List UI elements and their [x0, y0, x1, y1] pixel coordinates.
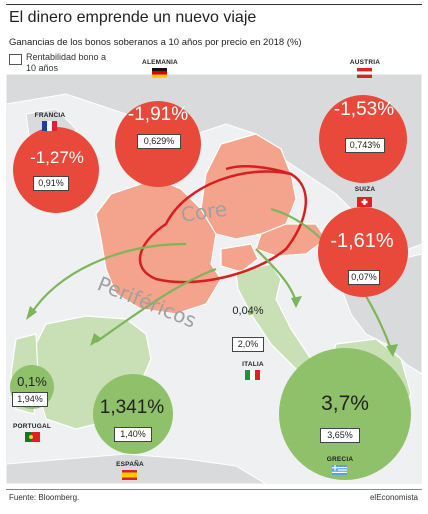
bubble-italia: [248, 311, 252, 315]
arrowheads: [26, 296, 398, 357]
label-suiza: Suiza: [354, 186, 376, 193]
flag-francia-icon: [42, 121, 57, 131]
flag-portugal-icon: [25, 432, 40, 442]
arrowhead-greece: [386, 344, 398, 357]
label-italia: Italia: [242, 361, 264, 368]
yield-austria: 0,743%: [345, 138, 385, 153]
flag-alemania-icon: [152, 68, 167, 78]
flag-suiza-icon: [357, 197, 372, 207]
arrow-to-spain: [95, 267, 217, 343]
label-espana: España: [116, 461, 144, 468]
arrow-to-portugal: [30, 242, 187, 315]
yield-francia: 0,91%: [33, 176, 69, 191]
top-rule: [6, 4, 422, 5]
flag-austria-icon: [357, 68, 372, 78]
legend-label: Rentabilidad bono a 10 años: [26, 52, 107, 73]
land-north-africa: [6, 453, 267, 484]
yield-grecia: 3,65%: [320, 428, 360, 443]
arrowhead-portugal: [26, 306, 37, 320]
land-austria: [255, 223, 327, 257]
chart-title: El dinero emprende un nuevo viaje: [9, 9, 257, 26]
label-francia: Francia: [34, 112, 66, 119]
flag-espana-icon: [122, 470, 137, 480]
value-francia: -1,27%: [30, 148, 84, 167]
label-austria: Austria: [349, 59, 381, 66]
value-austria: -1,53%: [333, 99, 395, 120]
arrowhead-italy: [291, 296, 302, 308]
value-alemania: -1,91%: [127, 104, 189, 125]
source-note: Fuente: Bloomberg.: [9, 493, 80, 502]
chart-subtitle: Ganancias de los bonos soberanos a 10 añ…: [9, 37, 302, 48]
bubble-espana: [93, 374, 173, 454]
bubble-francia: [13, 127, 99, 213]
value-grecia: 3,7%: [321, 392, 369, 415]
core-outline: [138, 170, 308, 284]
label-grecia: Grecia: [326, 456, 354, 463]
bottom-rule: [6, 489, 422, 490]
arrow-to-italy: [255, 248, 298, 303]
brand-name: elEconomista: [369, 493, 418, 502]
value-italia: 0,04%: [232, 305, 264, 317]
flag-italia-icon: [245, 370, 260, 380]
yield-suiza: 0,07%: [348, 270, 380, 285]
yield-espana: 1,40%: [114, 427, 152, 442]
label-portugal: Portugal: [12, 423, 52, 430]
value-espana: 1,341%: [99, 397, 165, 418]
core-outline-tail: [225, 165, 292, 176]
label-alemania: Alemania: [142, 59, 178, 66]
yield-alemania: 0,629%: [137, 134, 181, 149]
yield-portugal: 1,94%: [12, 392, 48, 407]
arrowhead-spain: [90, 333, 102, 346]
value-suiza: -1,61%: [330, 230, 394, 252]
bubble-suiza: [318, 207, 408, 297]
legend-swatch: [9, 54, 22, 65]
yield-italia: 2,0%: [232, 337, 264, 352]
flag-grecia-icon: [332, 465, 347, 475]
land-switzerland: [220, 243, 259, 273]
value-portugal: 0,1%: [17, 374, 47, 389]
bubble-grecia: [279, 348, 411, 480]
